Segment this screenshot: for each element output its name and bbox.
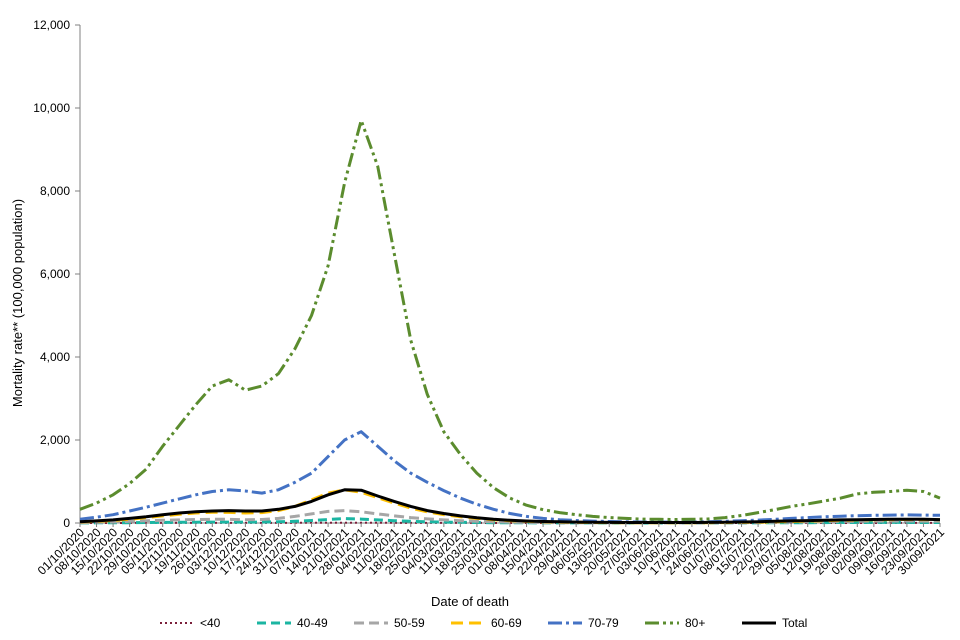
legend-label: 40-49 xyxy=(297,616,328,630)
legend-label: Total xyxy=(782,616,807,630)
series-line-80- xyxy=(79,118,941,521)
legend-label: 60-69 xyxy=(491,616,522,630)
axes-layer: 0 2,000 4,000 6,000 8,000 10,000 12,000 xyxy=(33,18,940,530)
legend-label: <40 xyxy=(200,616,221,630)
x-tick-labels: 01/10/202008/10/202015/10/202022/10/2020… xyxy=(35,523,947,578)
legend-label: 50-59 xyxy=(394,616,425,630)
y-tick-label: 10,000 xyxy=(33,101,70,115)
y-tick-label: 6,000 xyxy=(40,267,70,281)
series-layer xyxy=(79,118,941,525)
legend-label: 80+ xyxy=(685,616,705,630)
y-tick-label: 0 xyxy=(63,516,70,530)
y-axis-title: Mortality rate** (100,000 population) xyxy=(10,199,25,407)
y-tick-label: 12,000 xyxy=(33,18,70,32)
series-line-Total xyxy=(79,488,941,524)
legend-label: 70-79 xyxy=(588,616,619,630)
y-tick-label: 4,000 xyxy=(40,350,70,364)
x-axis-title: Date of death xyxy=(431,594,509,609)
y-tick-label: 8,000 xyxy=(40,184,70,198)
legend: <40 40-49 50-59 60-69 70-79 80+ Total xyxy=(160,616,807,630)
series-line-50-59 xyxy=(79,509,941,525)
series-line-70-79 xyxy=(79,430,941,524)
y-tick-label: 2,000 xyxy=(40,433,70,447)
